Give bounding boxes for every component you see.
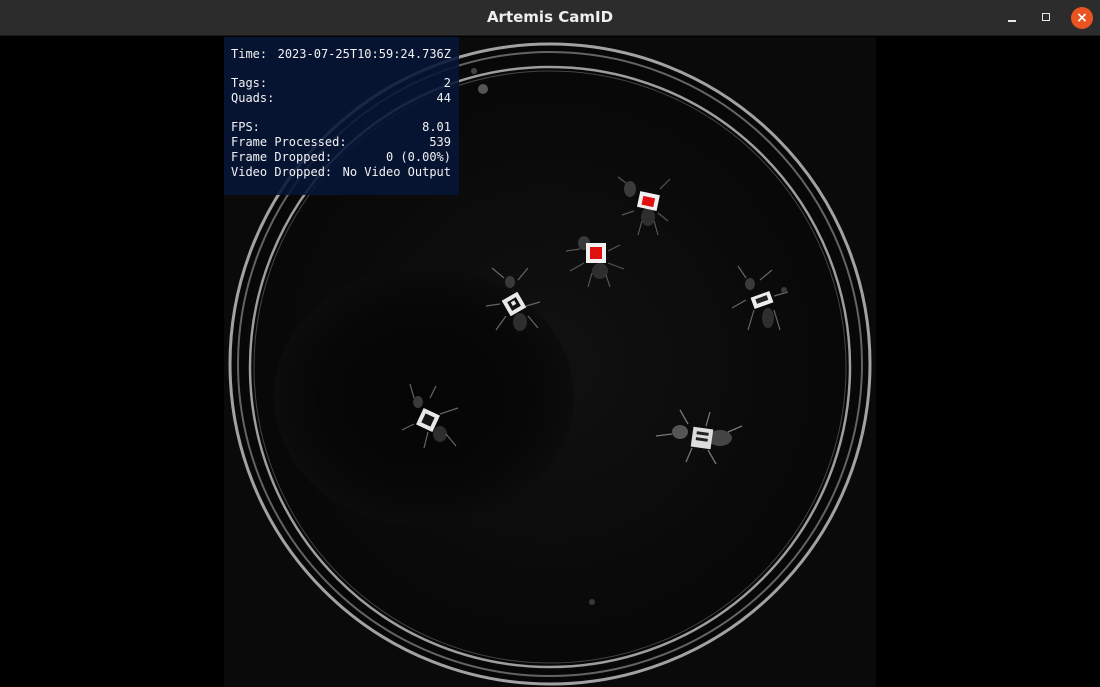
ant-3	[485, 267, 541, 331]
maximize-icon	[1042, 13, 1050, 21]
close-icon: ×	[1076, 10, 1088, 26]
frame-dropped-row: Frame Dropped: 0 (0.00%)	[231, 150, 451, 165]
quads-row: Quads: 44	[231, 91, 451, 106]
quads-value: 44	[436, 91, 451, 105]
time-label: Time:	[231, 47, 268, 61]
stats-overlay: Time: 2023-07-25T10:59:24.736Z Tags: 2 Q…	[224, 37, 459, 195]
dish-rim-inner	[248, 65, 852, 669]
fps-value: 8.01	[422, 120, 451, 134]
speck	[781, 287, 787, 293]
title-bar: Artemis CamID ×	[0, 0, 1100, 36]
frame-processed-label: Frame Processed:	[231, 135, 347, 149]
tags-row: Tags: 2	[231, 76, 451, 91]
minimize-button[interactable]	[1001, 7, 1023, 29]
video-dropped-label: Video Dropped:	[231, 165, 333, 179]
tags-label: Tags:	[231, 76, 268, 90]
frame-processed-value: 539	[429, 135, 451, 149]
dish-rim-shadow	[253, 70, 847, 664]
dish-rim-outer	[228, 42, 872, 686]
quads-label: Quads:	[231, 91, 275, 105]
tags-value: 2	[443, 76, 451, 90]
dish-shadow	[274, 267, 574, 527]
video-dropped-row: Video Dropped: No Video Output	[231, 165, 451, 180]
close-button[interactable]: ×	[1071, 7, 1093, 29]
maximize-button[interactable]	[1035, 7, 1057, 29]
speck	[478, 84, 488, 94]
camera-frame	[224, 37, 876, 687]
speck	[589, 599, 595, 605]
ant-tagged-1	[617, 176, 671, 236]
time-row: Time: 2023-07-25T10:59:24.736Z	[231, 47, 451, 62]
ant-6	[655, 409, 743, 465]
time-value: 2023-07-25T10:59:24.736Z	[277, 47, 451, 61]
fps-row: FPS: 8.01	[231, 120, 451, 135]
video-dropped-value: No Video Output	[342, 165, 451, 179]
frame-processed-row: Frame Processed: 539	[231, 135, 451, 150]
minimize-icon	[1008, 20, 1016, 22]
speck	[471, 68, 477, 74]
camera-viewport: Time: 2023-07-25T10:59:24.736Z Tags: 2 Q…	[0, 37, 1100, 687]
ant-tagged-2	[565, 236, 625, 288]
fps-label: FPS:	[231, 120, 260, 134]
dish-rim-middle	[237, 51, 863, 677]
ant-5	[401, 383, 459, 449]
frame-dropped-label: Frame Dropped:	[231, 150, 333, 164]
window-title: Artemis CamID	[486, 8, 614, 26]
frame-dropped-value: 0 (0.00%)	[385, 150, 451, 164]
ant-4	[731, 265, 789, 331]
camera-image	[228, 42, 872, 686]
